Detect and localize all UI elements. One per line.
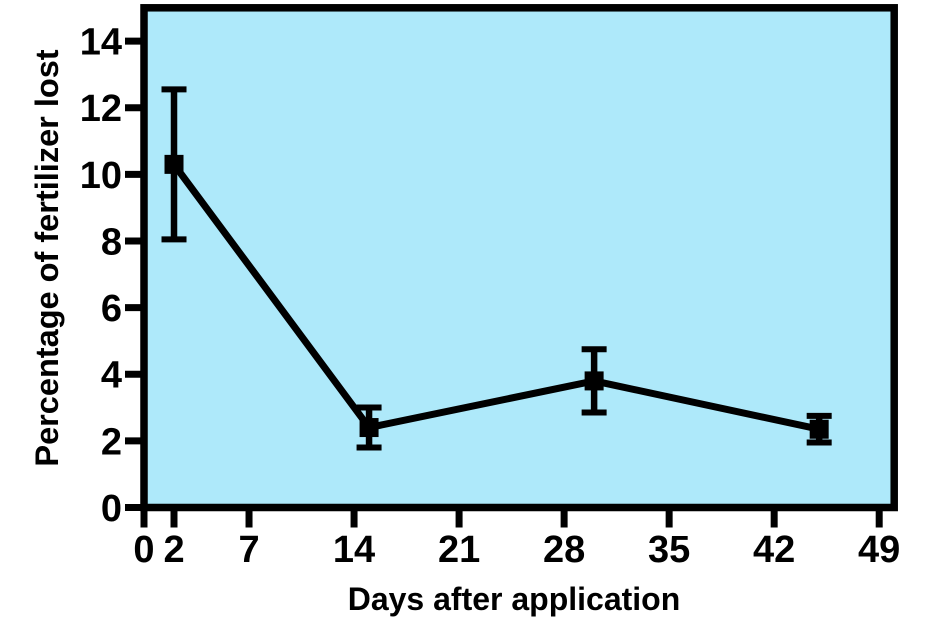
data-point-marker xyxy=(164,154,184,174)
x-tick-label: 21 xyxy=(438,529,480,571)
x-tick-label: 0 xyxy=(133,529,154,571)
y-tick-label: 12 xyxy=(80,88,122,130)
y-tick-label: 10 xyxy=(80,155,122,197)
x-tick-label: 35 xyxy=(648,529,690,571)
y-tick-label: 0 xyxy=(101,488,122,530)
x-tick-label: 28 xyxy=(543,529,585,571)
y-tick-label: 2 xyxy=(101,421,122,463)
data-line xyxy=(171,162,820,433)
x-tick-label: 2 xyxy=(163,529,184,571)
y-tick-label: 6 xyxy=(101,288,122,330)
data-point-marker xyxy=(359,418,379,438)
plot-area xyxy=(140,4,898,512)
y-tick-label: 14 xyxy=(80,22,122,64)
y-axis-title: Percentage of fertilizer lost xyxy=(28,49,65,467)
x-tick-label: 42 xyxy=(753,529,795,571)
y-tick-label: 8 xyxy=(101,221,122,263)
data-point-marker xyxy=(584,371,604,391)
x-tick-label: 14 xyxy=(333,529,375,571)
x-tick-label: 7 xyxy=(238,529,259,571)
data-point-marker xyxy=(809,419,829,439)
x-tick-label: 49 xyxy=(858,529,900,571)
x-axis-title: Days after application xyxy=(347,581,681,617)
y-tick-label: 4 xyxy=(101,355,122,397)
